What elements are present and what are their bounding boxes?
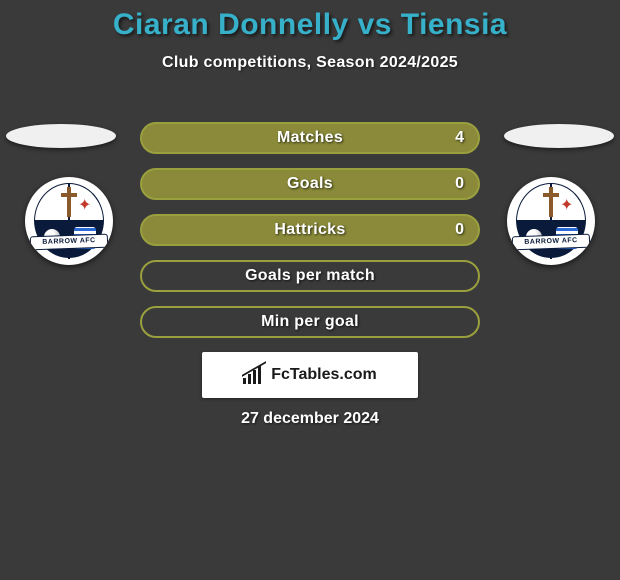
club-badge-left: ✦ BARROW AFC bbox=[25, 177, 113, 265]
stat-label: Matches bbox=[277, 129, 343, 147]
stat-value-right: 4 bbox=[455, 129, 464, 147]
stat-label: Min per goal bbox=[261, 313, 359, 331]
stat-label: Goals per match bbox=[245, 267, 375, 285]
player-oval-right bbox=[504, 124, 614, 148]
brand-box[interactable]: FcTables.com bbox=[202, 352, 418, 398]
page-title: Ciaran Donnelly vs Tiensia bbox=[0, 0, 620, 42]
subtitle: Club competitions, Season 2024/2025 bbox=[0, 54, 620, 72]
stat-label: Goals bbox=[287, 175, 333, 193]
stat-value-right: 0 bbox=[455, 175, 464, 193]
brand-chart-icon bbox=[243, 366, 265, 384]
crest-ribbon-text: BARROW AFC bbox=[512, 234, 590, 251]
stat-label: Hattricks bbox=[274, 221, 345, 239]
stat-row: Goals per match bbox=[140, 260, 480, 292]
stat-row: Goals 0 bbox=[140, 168, 480, 200]
stat-row: Hattricks 0 bbox=[140, 214, 480, 246]
brand-text: FcTables.com bbox=[271, 366, 377, 384]
stat-row: Matches 4 bbox=[140, 122, 480, 154]
player-oval-left bbox=[6, 124, 116, 148]
club-badge-right: ✦ BARROW AFC bbox=[507, 177, 595, 265]
date-text: 27 december 2024 bbox=[0, 410, 620, 428]
crest-ribbon-text: BARROW AFC bbox=[30, 234, 108, 251]
stat-value-right: 0 bbox=[455, 221, 464, 239]
club-crest-icon: ✦ BARROW AFC bbox=[34, 183, 104, 259]
stats-rows: Matches 4 Goals 0 Hattricks 0 Goals per match M… bbox=[140, 122, 480, 352]
club-crest-icon: ✦ BARROW AFC bbox=[516, 183, 586, 259]
stat-row: Min per goal bbox=[140, 306, 480, 338]
